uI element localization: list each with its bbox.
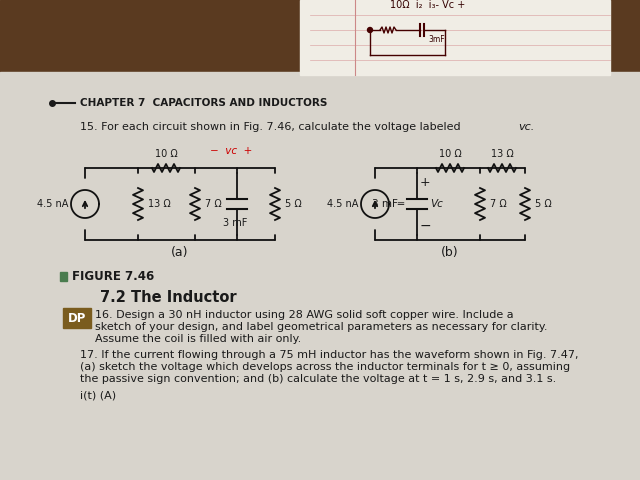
Circle shape — [477, 166, 483, 170]
Text: 7 Ω: 7 Ω — [490, 199, 507, 209]
Text: −  vc  +: − vc + — [210, 146, 252, 156]
Text: Assume the coil is filled with air only.: Assume the coil is filled with air only. — [95, 334, 301, 344]
Text: i(t) (A): i(t) (A) — [80, 390, 116, 400]
Text: 17. If the current flowing through a 75 mH inductor has the waveform shown in Fi: 17. If the current flowing through a 75 … — [80, 350, 579, 360]
Text: 3mF: 3mF — [428, 35, 445, 44]
Text: vc.: vc. — [518, 122, 534, 132]
Bar — [300, 0, 610, 75]
Circle shape — [136, 238, 141, 242]
Circle shape — [193, 166, 198, 170]
Text: CHAPTER 7  CAPACITORS AND INDUCTORS: CHAPTER 7 CAPACITORS AND INDUCTORS — [80, 98, 328, 108]
Text: FIGURE 7.46: FIGURE 7.46 — [72, 271, 154, 284]
Circle shape — [477, 238, 483, 242]
Text: 7 Ω: 7 Ω — [205, 199, 221, 209]
Text: DP: DP — [68, 312, 86, 324]
Text: (a) sketch the voltage which develops across the inductor terminals for t ≥ 0, a: (a) sketch the voltage which develops ac… — [80, 362, 570, 372]
Text: 7.2 The Inductor: 7.2 The Inductor — [100, 290, 237, 305]
Text: 5 Ω: 5 Ω — [285, 199, 301, 209]
Text: +: + — [420, 176, 431, 189]
Text: 5 Ω: 5 Ω — [535, 199, 552, 209]
Text: −: − — [420, 219, 431, 233]
Text: sketch of your design, and label geometrical parameters as necessary for clarity: sketch of your design, and label geometr… — [95, 322, 547, 332]
Circle shape — [367, 27, 372, 33]
Text: Vc: Vc — [430, 199, 443, 209]
Text: 4.5 nA: 4.5 nA — [36, 199, 68, 209]
Bar — [30, 72, 610, 480]
Text: the passive sign convention; and (b) calculate the voltage at t = 1 s, 2.9 s, an: the passive sign convention; and (b) cal… — [80, 374, 556, 384]
Text: 16. Design a 30 nH inductor using 28 AWG solid soft copper wire. Include a: 16. Design a 30 nH inductor using 28 AWG… — [95, 310, 514, 320]
Bar — [0, 0, 640, 72]
Bar — [60, 272, 67, 281]
Circle shape — [136, 166, 141, 170]
Bar — [63, 308, 91, 328]
Text: 3 mF═: 3 mF═ — [372, 199, 404, 209]
Text: 13 Ω: 13 Ω — [491, 149, 513, 159]
Text: 10Ω  i₂  i₃- Vc +: 10Ω i₂ i₃- Vc + — [390, 0, 465, 10]
Text: 4.5 nA: 4.5 nA — [326, 199, 358, 209]
Text: 10 Ω: 10 Ω — [155, 149, 177, 159]
Circle shape — [415, 238, 419, 242]
Bar — [0, 72, 640, 480]
Circle shape — [193, 238, 198, 242]
Text: (a): (a) — [172, 246, 189, 259]
Text: 15. For each circuit shown in Fig. 7.46, calculate the voltage labeled: 15. For each circuit shown in Fig. 7.46,… — [80, 122, 461, 132]
Text: 3 mF: 3 mF — [223, 218, 247, 228]
Circle shape — [415, 166, 419, 170]
Text: 13 Ω: 13 Ω — [148, 199, 171, 209]
Text: (b): (b) — [441, 246, 459, 259]
Text: 10 Ω: 10 Ω — [438, 149, 461, 159]
